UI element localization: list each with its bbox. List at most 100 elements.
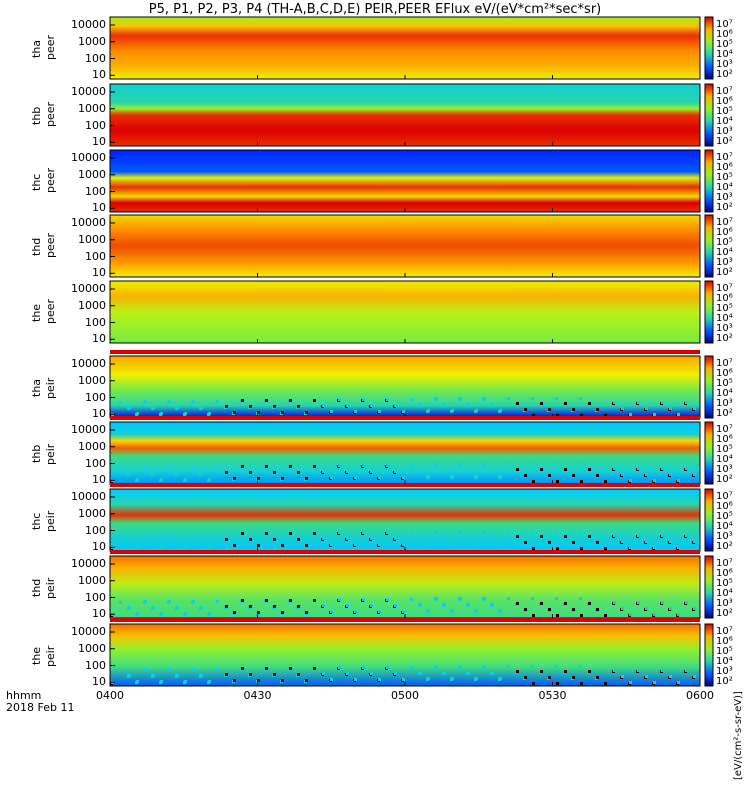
panel-species-label: peir: [44, 510, 57, 532]
panel-thd-peir: [109, 550, 714, 619]
noise-pixel: [507, 463, 510, 466]
colorbar: [704, 16, 714, 80]
colorbar-tick-label: 10³: [716, 666, 733, 677]
noise-pixel: [313, 399, 316, 402]
noise-pixel: [281, 477, 284, 480]
panel-species-label: peer: [44, 34, 57, 60]
noise-pixel: [524, 541, 527, 544]
noise-pixel: [693, 407, 696, 410]
noise-pixel: [427, 677, 430, 680]
noise-pixel: [225, 538, 228, 541]
noise-pixel: [419, 403, 422, 406]
separator-stripe: [110, 483, 700, 487]
noise-pixel: [281, 544, 284, 547]
y-tick-label: 1000: [78, 232, 106, 246]
noise-pixel: [322, 604, 325, 607]
noise-pixel: [370, 404, 373, 407]
noise-pixel: [394, 604, 397, 607]
noise-pixel: [144, 400, 147, 403]
noise-pixel: [677, 613, 680, 616]
noise-pixel: [200, 472, 203, 475]
noise-pixel: [144, 600, 147, 603]
noise-pixel: [435, 397, 438, 400]
noise-pixel: [128, 606, 131, 609]
noise-pixel: [216, 600, 219, 603]
noise-pixel: [410, 398, 413, 401]
noise-pixel: [532, 547, 535, 550]
noise-pixel: [241, 465, 244, 468]
noise-pixel: [677, 681, 680, 684]
panel-species-label: peer: [44, 101, 57, 127]
x-caption-line1: hhmm: [6, 689, 42, 702]
noise-pixel: [580, 682, 583, 685]
panel-species-label: peer: [44, 298, 57, 324]
colorbar-tick-label: 10²: [716, 474, 733, 485]
y-tick-label: 100: [85, 658, 106, 672]
noise-pixel: [443, 469, 446, 472]
colorbar-tick-label: 10⁷: [716, 491, 733, 502]
noise-pixel: [669, 540, 672, 543]
noise-pixel: [524, 608, 527, 611]
noise-pixel: [160, 612, 163, 615]
colorbar-tick-label: 10⁷: [716, 283, 733, 294]
noise-pixel: [297, 538, 300, 541]
noise-pixel: [491, 603, 494, 606]
x-tick-label: 0400: [96, 689, 124, 702]
y-tick-label: 10000: [71, 356, 106, 370]
noise-pixel: [475, 409, 478, 412]
noise-pixel: [128, 674, 131, 677]
noise-pixel: [362, 598, 365, 601]
noise-pixel: [378, 610, 381, 613]
noise-pixel: [386, 531, 389, 534]
colorbar-tick-label: 10⁶: [716, 568, 733, 579]
spectrogram: [110, 84, 700, 146]
noise-pixel: [322, 672, 325, 675]
noise-pixel: [257, 411, 260, 414]
noise-pixel: [555, 597, 558, 600]
noise-pixel: [604, 614, 607, 617]
noise-pixel: [378, 410, 381, 413]
noise-pixel: [297, 405, 300, 408]
noise-pixel: [136, 545, 139, 548]
colorbar-tick-label: 10⁵: [716, 578, 733, 589]
noise-pixel: [176, 539, 179, 542]
noise-pixel: [443, 403, 446, 406]
colorbar-tick-label: 10⁶: [716, 368, 733, 379]
noise-pixel: [233, 411, 236, 414]
colorbar: [704, 214, 714, 278]
noise-pixel: [531, 665, 534, 668]
noise-pixel: [556, 614, 559, 617]
noise-pixel: [564, 670, 567, 673]
noise-pixel: [136, 680, 139, 683]
noise-pixel: [160, 478, 163, 481]
y-tick-label: 1000: [78, 439, 106, 453]
noise-pixel: [613, 467, 616, 470]
noise-pixel: [604, 547, 607, 550]
noise-pixel: [394, 470, 397, 473]
noise-pixel: [459, 397, 462, 400]
noise-pixel: [370, 604, 373, 607]
colorbar: [704, 421, 714, 485]
noise-pixel: [685, 669, 688, 672]
noise-pixel: [362, 666, 365, 669]
noise-pixel: [208, 412, 211, 415]
noise-pixel: [354, 610, 357, 613]
noise-pixel: [160, 680, 163, 683]
noise-pixel: [693, 675, 696, 678]
noise-pixel: [289, 465, 292, 468]
noise-pixel: [346, 672, 349, 675]
x-tick-label: 0430: [243, 689, 272, 702]
noise-pixel: [346, 470, 349, 473]
colorbar-tick-label: 10⁴: [716, 454, 733, 465]
colorbar-tick-label: 10⁵: [716, 511, 733, 522]
noise-pixel: [548, 541, 551, 544]
noise-pixel: [540, 402, 543, 405]
colorbar-tick-label: 10⁴: [716, 388, 733, 399]
y-tick-label: 100: [85, 590, 106, 604]
noise-pixel: [499, 542, 502, 545]
noise-pixel: [402, 610, 405, 613]
noise-pixel: [168, 533, 171, 536]
noise-pixel: [281, 611, 284, 614]
noise-pixel: [225, 673, 228, 676]
y-tick-label: 10: [92, 201, 106, 215]
